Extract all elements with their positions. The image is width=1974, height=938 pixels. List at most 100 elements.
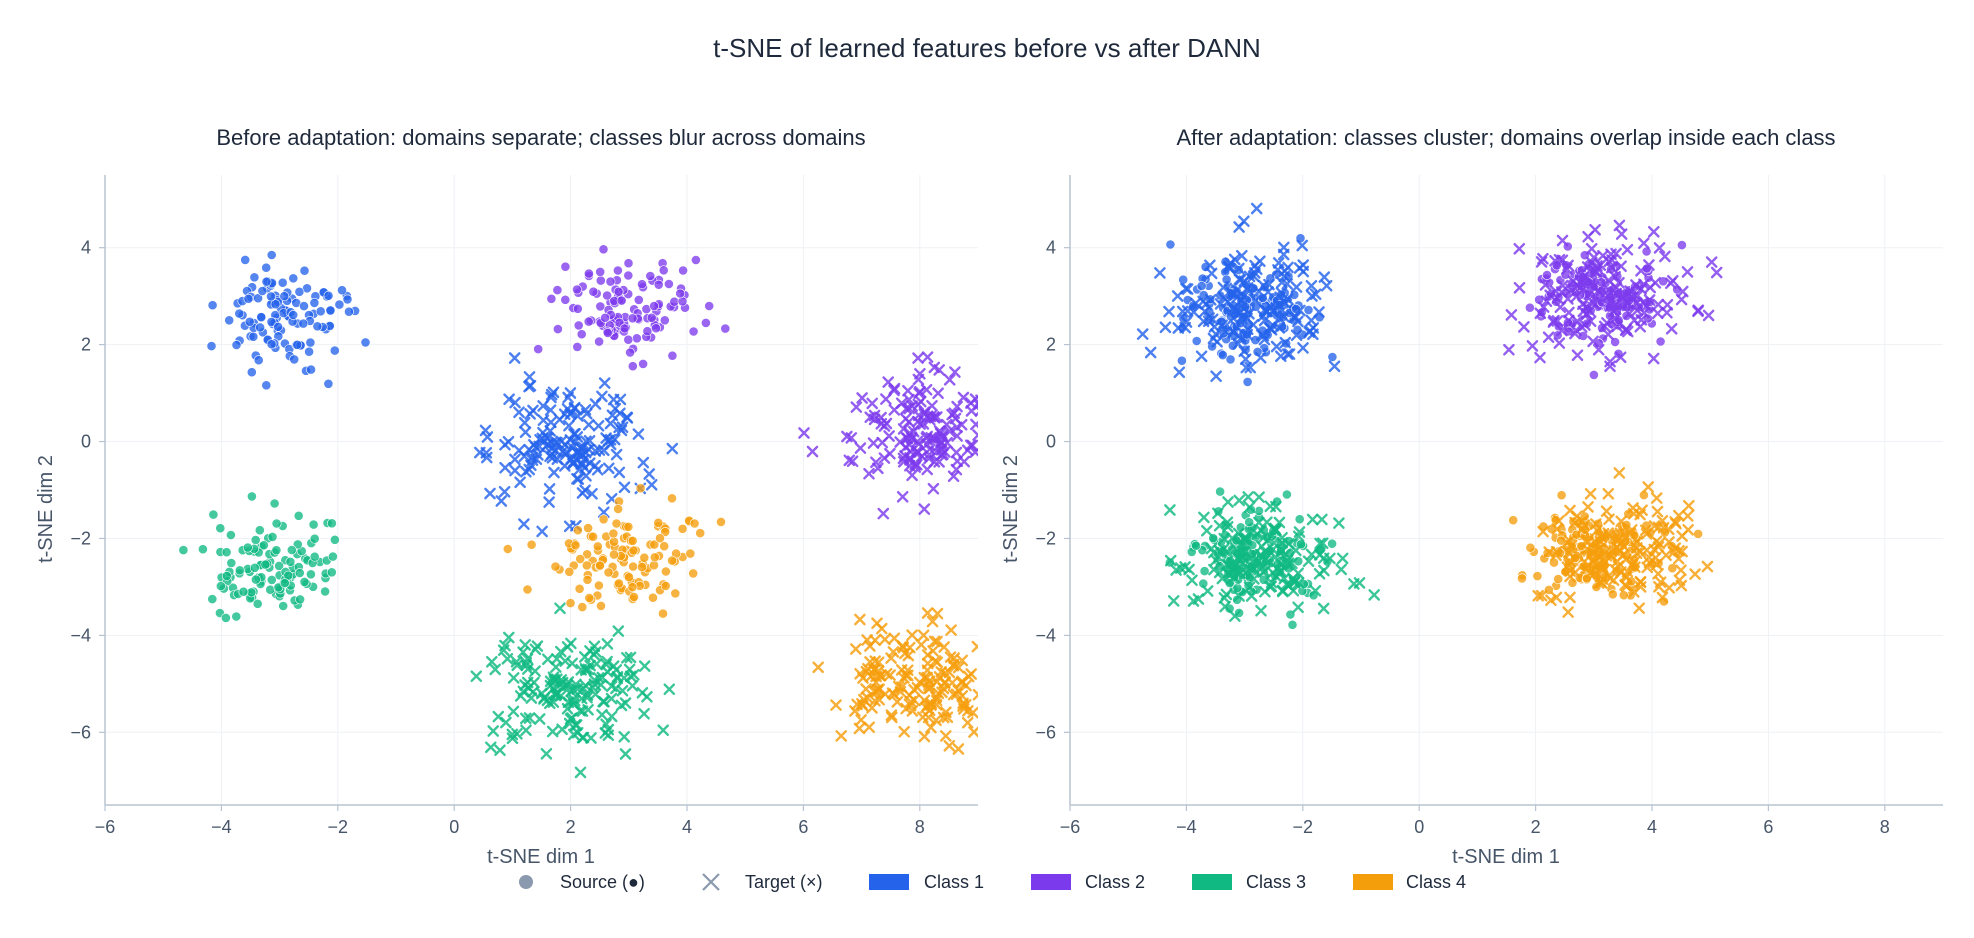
target-point [1309,585,1322,597]
target-point [843,454,856,467]
source-point [329,534,340,545]
target-point [565,407,578,419]
target-point [1292,530,1305,543]
target-point [618,481,631,494]
target-point [1144,346,1157,359]
source-point [639,552,650,563]
target-point [1233,221,1245,233]
target-point [1594,535,1606,548]
target-point [1553,337,1566,349]
source-point [240,254,251,265]
source-point [258,540,269,551]
target-point [1570,324,1582,337]
target-point [1503,343,1515,356]
target-point [1682,510,1694,522]
target-point [494,744,506,756]
source-point [582,549,592,560]
source-point [675,288,686,299]
target-point [1183,563,1195,576]
source-point [583,316,594,327]
target-point [896,491,909,503]
source-point [688,326,699,337]
target-point [931,635,943,648]
target-point [523,463,535,476]
source-point [1178,274,1189,285]
target-point [1637,296,1649,309]
target-point [1643,556,1656,569]
target-point [1676,530,1688,542]
legend-item-class-2: Class 2 [1031,872,1145,892]
source-point [669,296,680,307]
source-point [588,286,599,297]
target-point [615,699,628,712]
x-tick-label: 4 [1647,817,1657,837]
source-point [256,312,267,323]
target-point [1254,255,1266,267]
target-point [1249,267,1261,279]
target-point [931,607,944,620]
target-point [1539,279,1552,291]
source-point [288,273,299,284]
target-point [846,455,859,467]
target-point [972,688,978,701]
target-point [1689,568,1701,580]
target-point [1270,340,1283,353]
y-axis-label: t-SNE dim 2 [35,455,57,563]
target-point [1584,550,1596,562]
source-point [293,510,304,521]
legend-swatch [869,874,909,890]
target-point [1247,270,1260,282]
target-point [857,672,869,684]
target-point [936,686,948,699]
target-point [601,638,614,650]
target-point [590,646,602,658]
target-point [1635,265,1647,277]
source-point [267,532,278,542]
target-point [507,705,520,718]
target-point [598,377,611,389]
target-point [892,680,905,693]
panel-title: After adaptation: classes cluster; domai… [1176,125,1835,150]
target-point [923,679,935,691]
x-tick-label: −2 [1293,817,1314,837]
legend-item-class-1: Class 1 [869,872,984,892]
target-point [903,427,916,439]
scatter-points [1136,202,1723,630]
source-point [243,293,254,304]
source-point [581,560,592,571]
target-point [553,413,566,426]
target-point [1634,575,1647,588]
source-point [1508,515,1519,526]
target-point [1316,513,1328,526]
source-point [320,586,330,597]
source-point [234,565,245,576]
source-point [667,555,677,566]
source-point [595,301,606,312]
source-point [1641,246,1652,257]
target-point [1642,481,1654,493]
target-point [1221,516,1234,529]
series-class-4-target [1532,467,1714,618]
source-point [1589,369,1599,380]
axes: −6 −4 −2 0 2 4 6 8 −6 −4 −2 0 2 4 [1035,175,1943,837]
target-point [579,679,592,692]
target-point [1243,270,1256,283]
target-point [1269,551,1282,563]
target-point [1287,572,1299,585]
target-point [930,694,943,707]
source-point [603,567,614,578]
target-point [985,429,994,438]
target-point [1256,551,1268,564]
target-point [1164,504,1176,516]
source-point [572,341,583,352]
source-point [309,297,320,308]
target-point [863,721,875,733]
source-point [576,329,587,340]
target-point [928,456,941,468]
target-point [1245,527,1258,539]
target-point [1213,519,1226,532]
source-point [250,574,261,585]
target-point [969,446,978,458]
target-point [1553,253,1566,266]
source-point [1532,571,1543,581]
